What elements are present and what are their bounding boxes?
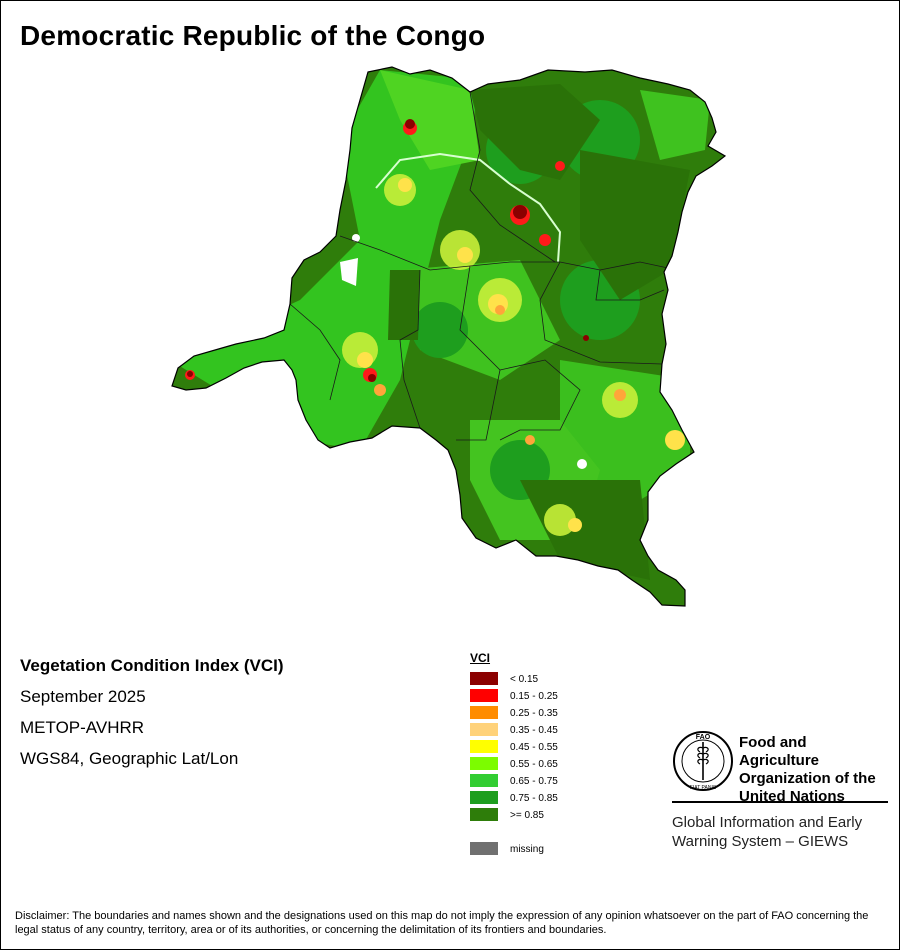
legend-label: >= 0.85 xyxy=(510,810,544,821)
map-title: Democratic Republic of the Congo xyxy=(20,20,486,51)
fao-name-line: United Nations xyxy=(739,788,845,805)
fao-logo-motto: FIAT PANIS xyxy=(690,785,717,791)
legend-label: 0.15 - 0.25 xyxy=(510,691,558,702)
projection-label: WGS84, Geographic Lat/Lon xyxy=(20,749,239,768)
legend-swatch xyxy=(470,740,498,753)
legend-swatch xyxy=(470,757,498,770)
fao-logo: FAO FIAT PANIS xyxy=(673,731,733,791)
legend-item: 0.45 - 0.55 xyxy=(470,737,558,754)
map-info: Vegetation Condition Index (VCI) Septemb… xyxy=(20,656,284,780)
legend-label: 0.75 - 0.85 xyxy=(510,793,558,804)
legend-swatch xyxy=(470,842,498,855)
fao-name-line: Organization of the xyxy=(739,770,876,787)
legend-item: 0.35 - 0.45 xyxy=(470,720,558,737)
legend-label: 0.65 - 0.75 xyxy=(510,776,558,787)
legend-item: 0.55 - 0.65 xyxy=(470,754,558,771)
giews-line: Global Information and Early xyxy=(672,814,863,831)
legend-label: missing xyxy=(510,844,544,855)
legend-item: 0.15 - 0.25 xyxy=(470,686,558,703)
legend-label: 0.55 - 0.65 xyxy=(510,759,558,770)
legend-swatch xyxy=(470,672,498,685)
legend-title: VCI xyxy=(470,651,491,665)
sensor-label: METOP-AVHRR xyxy=(20,718,145,737)
fao-logo-text: FAO xyxy=(696,734,711,741)
fao-organization-name: Food and Agriculture Organization of the… xyxy=(739,734,889,806)
disclaimer: Disclaimer: The boundaries and names sho… xyxy=(15,910,869,936)
legend-label: 0.25 - 0.35 xyxy=(510,708,558,719)
product-name: Vegetation Condition Index (VCI) xyxy=(20,656,284,675)
legend-item: 0.75 - 0.85 xyxy=(470,788,558,805)
period-label: September 2025 xyxy=(20,687,146,706)
legend-item-missing: missing xyxy=(470,839,544,856)
legend-label: 0.45 - 0.55 xyxy=(510,742,558,753)
vci-legend: VCI < 0.15 0.15 - 0.25 0.25 - 0.35 0.35 … xyxy=(470,651,558,856)
legend-label: < 0.15 xyxy=(510,674,539,685)
legend-swatch xyxy=(470,774,498,787)
fao-name-line: Food and Agriculture xyxy=(739,734,820,769)
legend-swatch xyxy=(470,723,498,736)
legend-item: 0.65 - 0.75 xyxy=(470,771,558,788)
legend-swatch xyxy=(470,808,498,821)
vci-raster xyxy=(172,67,725,606)
giews-line: Warning System – GIEWS xyxy=(672,833,849,850)
legend-item: >= 0.85 xyxy=(470,805,544,822)
vci-map xyxy=(171,66,726,607)
legend-item: < 0.15 xyxy=(470,669,538,686)
legend-swatch xyxy=(470,706,498,719)
legend-swatch xyxy=(470,791,498,804)
divider xyxy=(672,801,888,803)
giews-label: Global Information and Early Warning Sys… xyxy=(672,813,862,851)
legend-item: 0.25 - 0.35 xyxy=(470,703,558,720)
legend-swatch xyxy=(470,689,498,702)
legend-label: 0.35 - 0.45 xyxy=(510,725,558,736)
